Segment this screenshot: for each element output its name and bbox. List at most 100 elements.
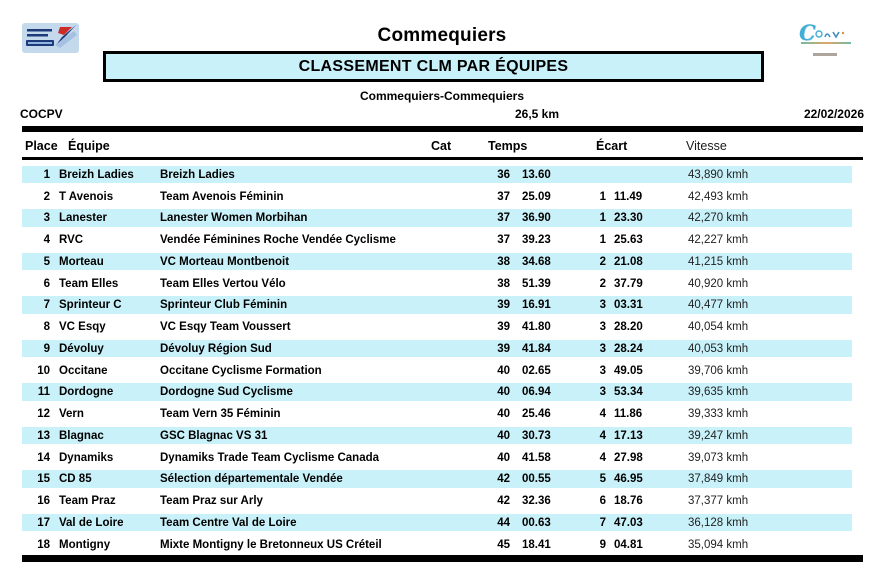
- team-name-cell: Sprinteur Club Féminin: [160, 299, 288, 312]
- speed-cell: 41,215 kmh: [688, 255, 749, 268]
- speed-cell: 39,635 kmh: [688, 386, 749, 399]
- team-abbrev-cell: Lanester: [59, 212, 107, 225]
- speed-cell: 42,270 kmh: [688, 212, 749, 225]
- gap-minutes-cell: 5: [599, 473, 606, 486]
- place-cell: 4: [43, 234, 50, 247]
- team-abbrev-cell: Blagnac: [59, 429, 104, 442]
- speed-cell: 40,920 kmh: [688, 277, 749, 290]
- time-seconds-cell: 02.65: [522, 364, 551, 377]
- team-abbrev-cell: Dordogne: [59, 386, 114, 399]
- place-cell: 16: [37, 495, 50, 508]
- bottom-rule: [22, 555, 863, 562]
- team-abbrev-cell: Sprinteur C: [59, 299, 122, 312]
- team-abbrev-cell: Team Praz: [59, 495, 116, 508]
- place-cell: 18: [37, 538, 50, 551]
- gap-seconds-cell: 27.98: [614, 451, 643, 464]
- result-row: 6 Team Elles Team Elles Vertou Vélo 38 5…: [22, 273, 863, 295]
- result-row: 7 Sprinteur C Sprinteur Club Féminin 39 …: [22, 295, 863, 317]
- time-seconds-cell: 25.46: [522, 408, 551, 421]
- gap-seconds-cell: 23.30: [614, 212, 643, 225]
- time-minutes-cell: 36: [497, 168, 510, 181]
- result-row: 18 Montigny Mixte Montigny le Bretonneux…: [22, 534, 863, 556]
- time-seconds-cell: 06.94: [522, 386, 551, 399]
- result-row: 5 Morteau VC Morteau Montbenoit 38 34.68…: [22, 251, 863, 273]
- result-row: 16 Team Praz Team Praz sur Arly 42 32.36…: [22, 490, 863, 512]
- col-header-vitesse: Vitesse: [686, 139, 727, 153]
- time-seconds-cell: 00.63: [522, 516, 551, 529]
- team-name-cell: Team Avenois Féminin: [160, 190, 284, 203]
- time-seconds-cell: 36.90: [522, 212, 551, 225]
- time-minutes-cell: 42: [497, 495, 510, 508]
- speed-cell: 39,073 kmh: [688, 451, 749, 464]
- time-minutes-cell: 38: [497, 277, 510, 290]
- gap-seconds-cell: 03.31: [614, 299, 643, 312]
- club-logo: C: [797, 20, 861, 64]
- speed-cell: 42,493 kmh: [688, 190, 749, 203]
- result-row: 1 Breizh Ladies Breizh Ladies 36 13.60 4…: [22, 164, 863, 186]
- place-cell: 2: [43, 190, 50, 203]
- time-minutes-cell: 40: [497, 429, 510, 442]
- place-cell: 9: [43, 342, 50, 355]
- speed-cell: 36,128 kmh: [688, 516, 749, 529]
- place-cell: 17: [37, 516, 50, 529]
- team-name-cell: Team Praz sur Arly: [160, 495, 263, 508]
- gap-seconds-cell: 18.76: [614, 495, 643, 508]
- place-cell: 10: [37, 364, 50, 377]
- speed-cell: 42,227 kmh: [688, 234, 749, 247]
- gap-seconds-cell: 28.24: [614, 342, 643, 355]
- speed-cell: 39,247 kmh: [688, 429, 749, 442]
- team-abbrev-cell: Occitane: [59, 364, 108, 377]
- place-cell: 11: [37, 386, 50, 399]
- gap-minutes-cell: 9: [599, 538, 606, 551]
- gap-minutes-cell: 2: [599, 255, 606, 268]
- gap-minutes-cell: 1: [599, 190, 606, 203]
- team-abbrev-cell: Dévoluy: [59, 342, 104, 355]
- col-header-equipe: Équipe: [68, 139, 110, 153]
- team-name-cell: VC Morteau Montbenoit: [160, 255, 290, 268]
- speed-cell: 43,890 kmh: [688, 168, 749, 181]
- time-minutes-cell: 40: [497, 451, 510, 464]
- gap-minutes-cell: 3: [599, 364, 606, 377]
- time-minutes-cell: 42: [497, 473, 510, 486]
- result-row: 10 Occitane Occitane Cyclisme Formation …: [22, 360, 863, 382]
- team-abbrev-cell: VC Esqy: [59, 321, 106, 334]
- place-cell: 3: [43, 212, 50, 225]
- gap-seconds-cell: 46.95: [614, 473, 643, 486]
- gap-seconds-cell: 17.13: [614, 429, 643, 442]
- gap-seconds-cell: 25.63: [614, 234, 643, 247]
- result-row: 3 Lanester Lanester Women Morbihan 37 36…: [22, 208, 863, 230]
- club-code: COCPV: [20, 107, 63, 121]
- gap-seconds-cell: 53.34: [614, 386, 643, 399]
- federation-logo: [22, 23, 79, 53]
- time-minutes-cell: 37: [497, 190, 510, 203]
- gap-minutes-cell: 3: [599, 342, 606, 355]
- time-seconds-cell: 25.09: [522, 190, 551, 203]
- time-minutes-cell: 37: [497, 212, 510, 225]
- place-cell: 6: [43, 277, 50, 290]
- team-name-cell: Dévoluy Région Sud: [160, 342, 272, 355]
- team-name-cell: Team Elles Vertou Vélo: [160, 277, 286, 290]
- team-name-cell: Occitane Cyclisme Formation: [160, 364, 322, 377]
- speed-cell: 39,706 kmh: [688, 364, 749, 377]
- result-row: 11 Dordogne Dordogne Sud Cyclisme 40 06.…: [22, 382, 863, 404]
- race-date: 22/02/2026: [803, 107, 864, 121]
- col-header-temps: Temps: [488, 139, 528, 153]
- federation-logo-swoosh-blue: [56, 25, 76, 45]
- time-minutes-cell: 45: [497, 538, 510, 551]
- team-abbrev-cell: Dynamiks: [59, 451, 114, 464]
- result-row: 9 Dévoluy Dévoluy Région Sud 39 41.84 3 …: [22, 338, 863, 360]
- speed-cell: 40,053 kmh: [688, 342, 749, 355]
- time-seconds-cell: 39.23: [522, 234, 551, 247]
- result-row: 8 VC Esqy VC Esqy Team Voussert 39 41.80…: [22, 316, 863, 338]
- time-seconds-cell: 13.60: [522, 168, 551, 181]
- race-subtitle: Commequiers-Commequiers: [359, 89, 525, 103]
- result-row: 4 RVC Vendée Féminines Roche Vendée Cycl…: [22, 229, 863, 251]
- gap-seconds-cell: 37.79: [614, 277, 643, 290]
- club-logo-tagline-line: [801, 42, 851, 44]
- team-abbrev-cell: T Avenois: [59, 190, 114, 203]
- gap-seconds-cell: 21.08: [614, 255, 643, 268]
- time-minutes-cell: 39: [497, 299, 510, 312]
- speed-cell: 37,377 kmh: [688, 495, 749, 508]
- time-minutes-cell: 37: [497, 234, 510, 247]
